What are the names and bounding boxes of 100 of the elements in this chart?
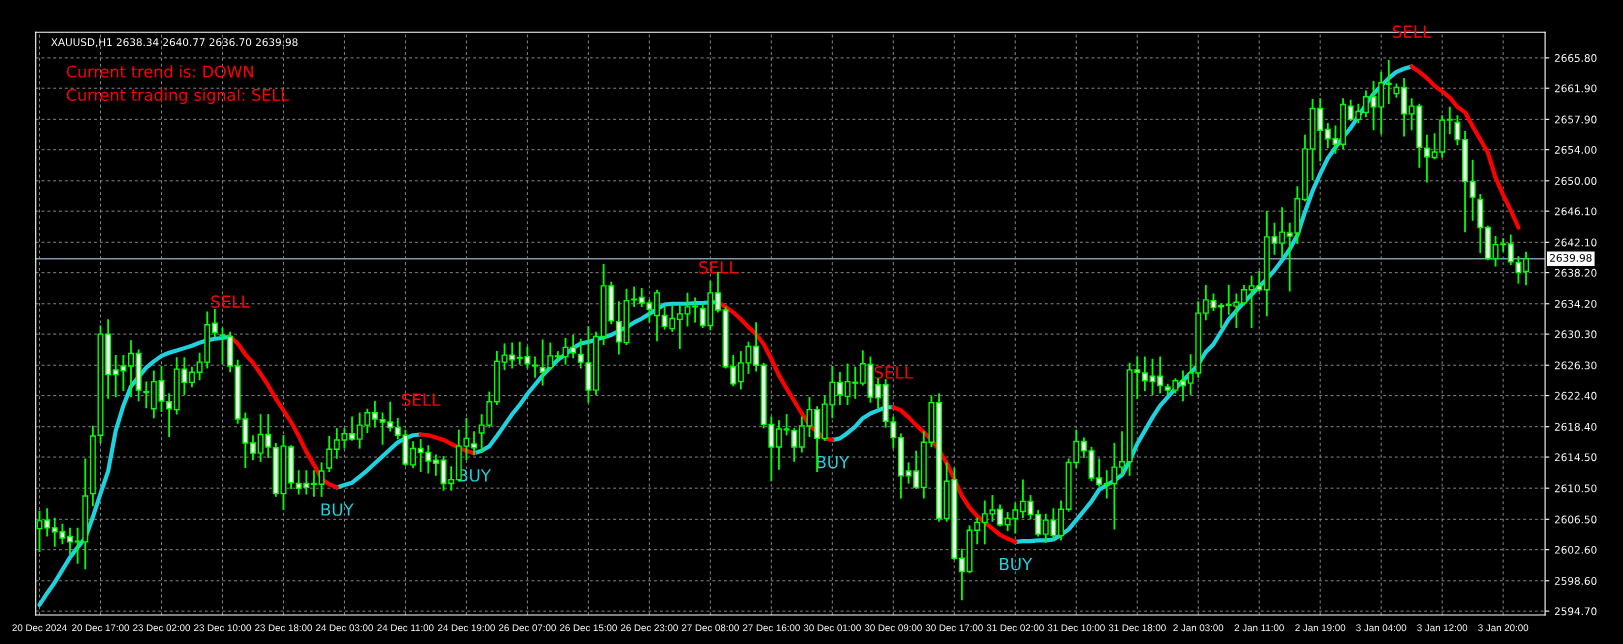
candlestick bbox=[166, 393, 173, 437]
y-tick-label: 2606.50 bbox=[1554, 515, 1597, 524]
x-tick-label: 30 Dec 17:00 bbox=[925, 624, 983, 632]
annotation: Current trend is: DOWN bbox=[66, 65, 253, 78]
candlestick bbox=[570, 334, 577, 359]
candlestick bbox=[1523, 251, 1530, 286]
y-tick-label: 2614.50 bbox=[1554, 453, 1597, 462]
x-tick-label: 26 Dec 23:00 bbox=[620, 624, 678, 632]
y-tick-label: 2626.30 bbox=[1554, 361, 1597, 370]
candlestick bbox=[654, 289, 660, 342]
candlestick bbox=[1454, 115, 1461, 146]
candlestick bbox=[1507, 234, 1514, 265]
x-tick-label: 31 Dec 02:00 bbox=[986, 624, 1044, 632]
candlestick bbox=[1180, 370, 1186, 402]
x-tick-label: 27 Dec 08:00 bbox=[681, 624, 739, 632]
candlestick bbox=[692, 297, 699, 323]
x-tick-label: 31 Dec 18:00 bbox=[1108, 624, 1166, 632]
candlestick bbox=[676, 304, 683, 350]
x-tick-label: 20 Dec 17:00 bbox=[72, 624, 130, 632]
y-tick-label: 2634.20 bbox=[1554, 299, 1597, 308]
y-tick-label: 2602.60 bbox=[1554, 545, 1597, 554]
candlestick bbox=[997, 504, 1004, 527]
ref-line-label: 2639.98 bbox=[1550, 253, 1592, 262]
data-label: BUY bbox=[321, 503, 354, 516]
y-tick-label: 2654.00 bbox=[1554, 145, 1597, 154]
candlestick bbox=[410, 441, 417, 469]
candlestick bbox=[1423, 134, 1430, 183]
candlestick bbox=[310, 470, 317, 497]
x-tick-label: 2 Jan 19:00 bbox=[1295, 624, 1346, 632]
x-tick-label: 2 Jan 03:00 bbox=[1173, 624, 1224, 632]
annotation: Current trading signal: SELL bbox=[66, 88, 290, 105]
y-tick-label: 2650.00 bbox=[1554, 177, 1597, 185]
candlestick bbox=[1279, 207, 1286, 258]
candlestick bbox=[1515, 256, 1522, 284]
x-tick-label: 3 Jan 12:00 bbox=[1417, 624, 1468, 632]
candlestick bbox=[1149, 358, 1156, 395]
candlestick bbox=[1119, 431, 1125, 476]
x-tick-label: 20 Dec 2024 bbox=[12, 624, 67, 632]
x-tick-label: 3 Jan 04:00 bbox=[1356, 624, 1407, 632]
candlestick bbox=[349, 416, 356, 441]
x-tick-label: 24 Dec 03:00 bbox=[316, 624, 373, 632]
candlestick bbox=[1218, 303, 1225, 329]
candlestick bbox=[554, 351, 561, 361]
candlestick bbox=[1141, 356, 1148, 392]
data-label: SELL bbox=[699, 261, 738, 274]
x-tick-label: 31 Dec 10:00 bbox=[1047, 624, 1105, 632]
y-tick-label: 2610.50 bbox=[1554, 484, 1597, 493]
candlestick bbox=[836, 372, 843, 406]
x-tick-label: 26 Dec 15:00 bbox=[559, 624, 617, 632]
candlestick bbox=[1080, 437, 1087, 458]
candlestick bbox=[1446, 106, 1453, 135]
candlestick bbox=[1096, 458, 1103, 487]
data-label: SELL bbox=[401, 393, 441, 406]
x-tick-label: 2 Jan 11:00 bbox=[1234, 624, 1284, 632]
x-tick-label: 26 Dec 07:00 bbox=[498, 624, 556, 632]
candlestick bbox=[958, 548, 965, 601]
candlestick bbox=[188, 366, 195, 388]
candlestick bbox=[532, 356, 539, 378]
candlestick bbox=[684, 292, 691, 327]
x-tick-label: 3 Jan 20:00 bbox=[1478, 624, 1529, 632]
candlestick bbox=[615, 301, 622, 355]
y-tick-label: 2618.40 bbox=[1554, 422, 1597, 431]
candlestick bbox=[1469, 159, 1476, 221]
x-tick-label: 24 Dec 11:00 bbox=[377, 624, 434, 632]
candlestick bbox=[775, 420, 782, 470]
candlestick bbox=[219, 327, 226, 365]
candlestick bbox=[471, 431, 478, 455]
x-tick-label: 30 Dec 09:00 bbox=[864, 624, 922, 632]
x-tick-label: 27 Dec 16:00 bbox=[742, 624, 800, 632]
x-tick-label: 23 Dec 18:00 bbox=[255, 624, 312, 632]
candlestick bbox=[1385, 60, 1392, 104]
candlestick bbox=[1202, 284, 1209, 321]
x-tick-label: 23 Dec 10:00 bbox=[194, 624, 252, 632]
x-tick-label: 30 Dec 01:00 bbox=[803, 624, 861, 632]
y-tick-label: 2642.10 bbox=[1554, 238, 1597, 247]
candlestick bbox=[1362, 90, 1369, 118]
y-tick-label: 2630.30 bbox=[1554, 330, 1597, 339]
y-tick-label: 2657.90 bbox=[1554, 115, 1597, 124]
candlestick bbox=[1240, 284, 1247, 306]
candlestick bbox=[371, 400, 378, 428]
candlestick bbox=[44, 508, 51, 537]
candlestick bbox=[128, 340, 134, 398]
data-label: BUY bbox=[1000, 557, 1033, 571]
candlestick bbox=[326, 435, 333, 472]
candlestick bbox=[1019, 479, 1026, 518]
candlestick bbox=[318, 462, 325, 497]
candlestick bbox=[753, 322, 760, 372]
x-tick-label: 23 Dec 02:00 bbox=[133, 624, 191, 632]
candlestick bbox=[1157, 356, 1164, 394]
y-tick-label: 2598.60 bbox=[1554, 577, 1597, 585]
y-tick-label: 2665.80 bbox=[1554, 54, 1597, 62]
data-label: SELL bbox=[874, 366, 914, 379]
candlestick bbox=[67, 527, 73, 555]
x-tick-label: 24 Dec 19:00 bbox=[437, 624, 495, 632]
candlestick bbox=[249, 435, 256, 461]
candlestick bbox=[143, 381, 150, 409]
candlestick bbox=[875, 378, 882, 409]
y-tick-label: 2594.70 bbox=[1554, 607, 1597, 616]
candlestick bbox=[631, 286, 638, 308]
y-tick-label: 2638.20 bbox=[1554, 268, 1597, 277]
